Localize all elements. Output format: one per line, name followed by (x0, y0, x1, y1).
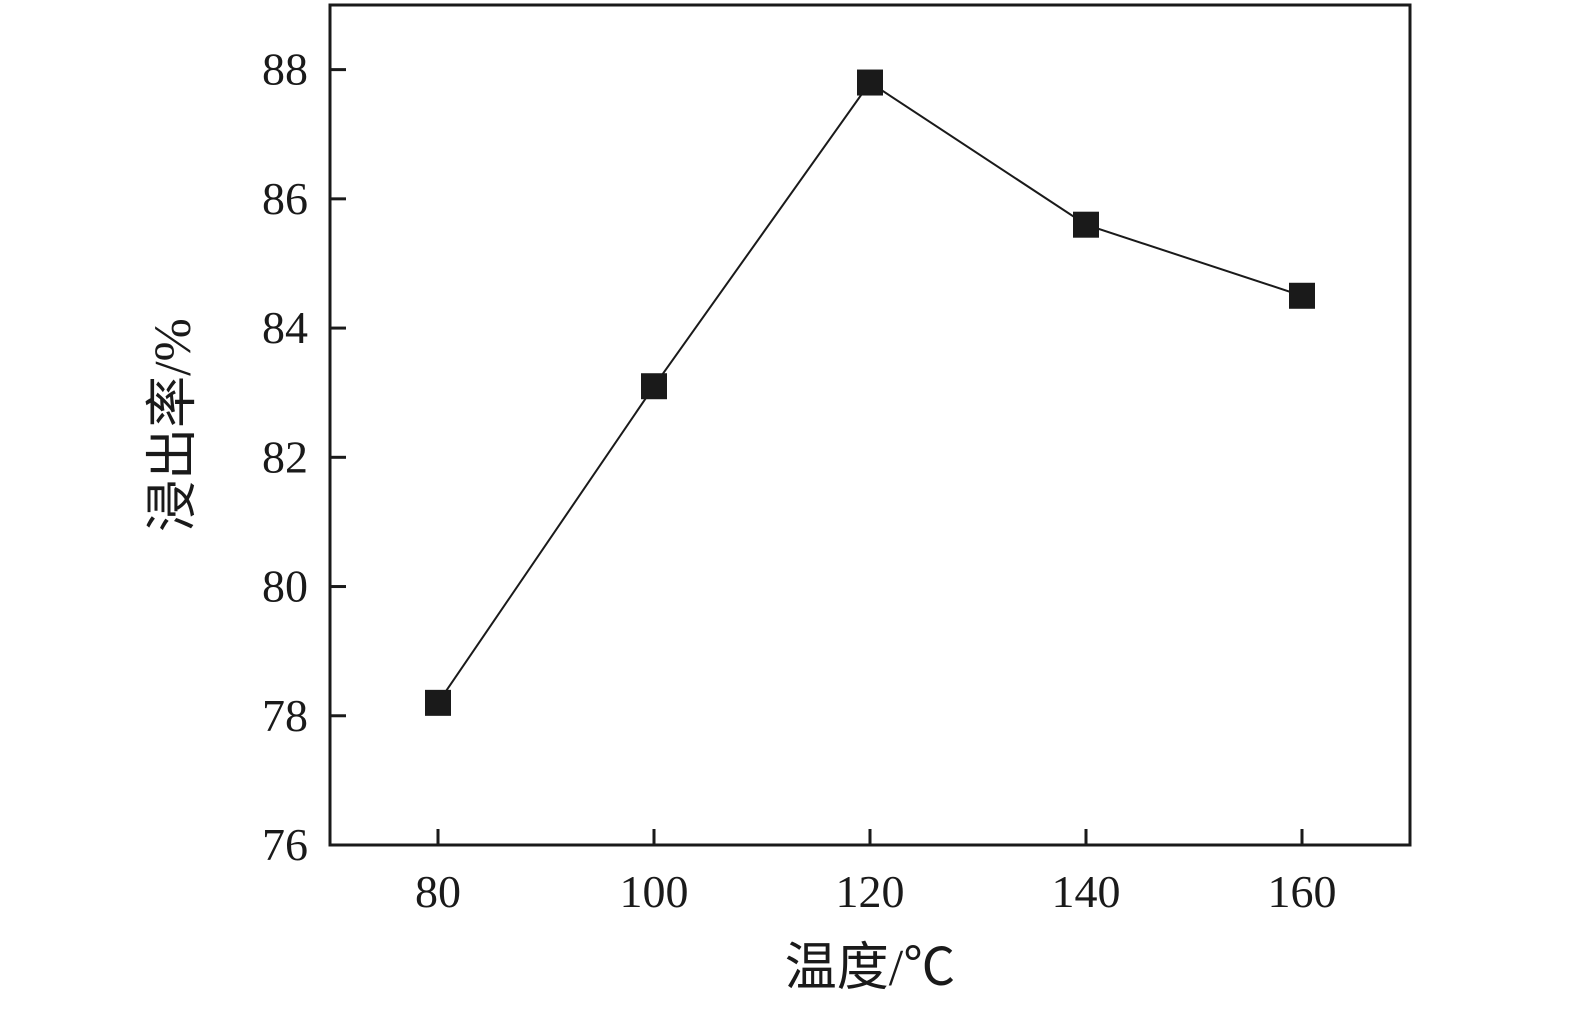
data-point-marker (1289, 282, 1315, 309)
x-tick-label: 100 (620, 866, 689, 917)
data-point-marker (857, 69, 883, 96)
y-tick-label: 78 (262, 690, 308, 741)
x-tick-label: 120 (836, 866, 905, 917)
y-tick-label: 88 (262, 44, 308, 95)
x-tick-label: 140 (1052, 866, 1121, 917)
y-tick-label: 76 (262, 819, 308, 870)
data-point-marker (1073, 211, 1099, 238)
y-axis-title: 浸出率/% (145, 318, 202, 532)
x-axis-title: 温度/℃ (785, 940, 955, 997)
y-tick-label: 80 (262, 561, 308, 612)
y-tick-label: 84 (262, 302, 308, 353)
x-tick-label: 160 (1268, 866, 1337, 917)
data-point-marker (641, 373, 667, 400)
y-tick-label: 82 (262, 431, 308, 482)
x-tick-label: 80 (415, 866, 461, 917)
plot-area (330, 5, 1410, 845)
data-point-marker (425, 689, 451, 716)
y-tick-label: 86 (262, 173, 308, 224)
